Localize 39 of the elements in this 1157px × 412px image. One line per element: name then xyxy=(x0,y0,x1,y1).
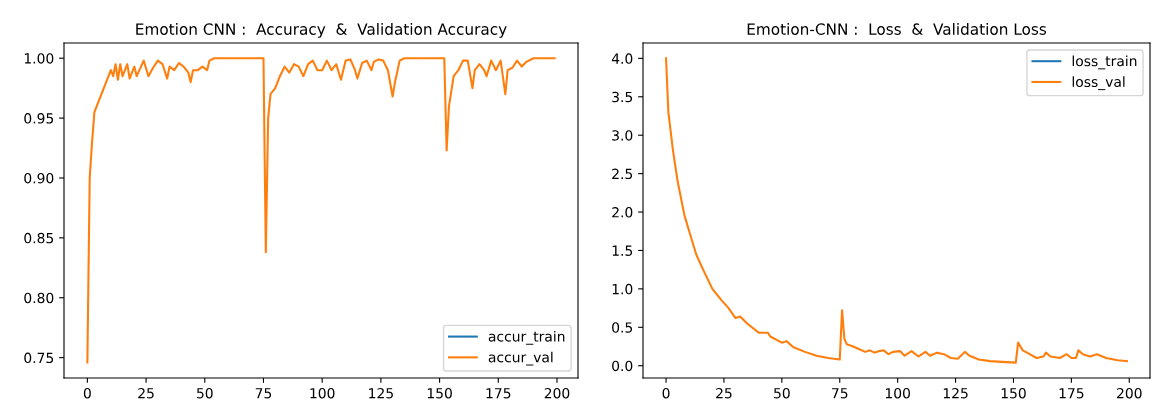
y-tick-label: 3.5 xyxy=(612,91,633,103)
legend-label: accur_val xyxy=(488,351,553,366)
legend-label: loss_val xyxy=(1072,76,1125,91)
chart-title: Emotion-CNN : Loss & Validation Loss xyxy=(747,23,1047,35)
x-tick-label: 125 xyxy=(369,387,393,399)
y-tick-label: 0.75 xyxy=(24,352,54,364)
x-tick-label: 75 xyxy=(832,388,848,399)
x-tick-label: 175 xyxy=(486,388,511,399)
x-tick-label: 75 xyxy=(255,388,272,399)
x-tick-label: 150 xyxy=(427,387,452,399)
y-tick-label: 1.5 xyxy=(612,245,633,256)
legend-label: loss_train xyxy=(1072,55,1137,70)
x-tick-label: 100 xyxy=(885,387,910,399)
y-tick-label: 1.00 xyxy=(24,53,54,64)
y-tick-label: 1.0 xyxy=(612,283,633,295)
y-tick-label: 3.0 xyxy=(612,130,633,141)
x-tick-label: 150 xyxy=(1001,387,1026,399)
y-tick-label: 0.95 xyxy=(24,113,54,124)
x-tick-label: 100 xyxy=(310,387,335,399)
x-tick-label: 125 xyxy=(943,387,968,399)
y-tick-label: 0.85 xyxy=(24,232,54,244)
x-tick-label: 200 xyxy=(544,387,570,399)
legend-label: accur_train xyxy=(488,330,565,345)
y-tick-label: 4.0 xyxy=(611,53,633,64)
x-tick-label: 25 xyxy=(716,387,732,399)
y-tick-label: 2.0 xyxy=(612,207,633,218)
y-tick-label: 0.0 xyxy=(612,360,633,372)
y-tick-label: 2.5 xyxy=(612,168,633,180)
x-tick-label: 50 xyxy=(197,387,213,399)
x-tick-label: 200 xyxy=(1117,387,1142,399)
x-tick-label: 25 xyxy=(138,387,154,399)
x-tick-label: 0 xyxy=(662,387,670,399)
x-tick-label: 175 xyxy=(1059,388,1084,399)
x-tick-label: 0 xyxy=(83,387,91,399)
y-tick-label: 0.90 xyxy=(24,172,54,184)
x-tick-label: 50 xyxy=(774,387,790,399)
chart-title: Emotion CNN : Accuracy & Validation Accuracy xyxy=(136,23,507,38)
y-tick-label: 0.5 xyxy=(612,322,633,333)
y-tick-label: 0.80 xyxy=(24,292,54,304)
